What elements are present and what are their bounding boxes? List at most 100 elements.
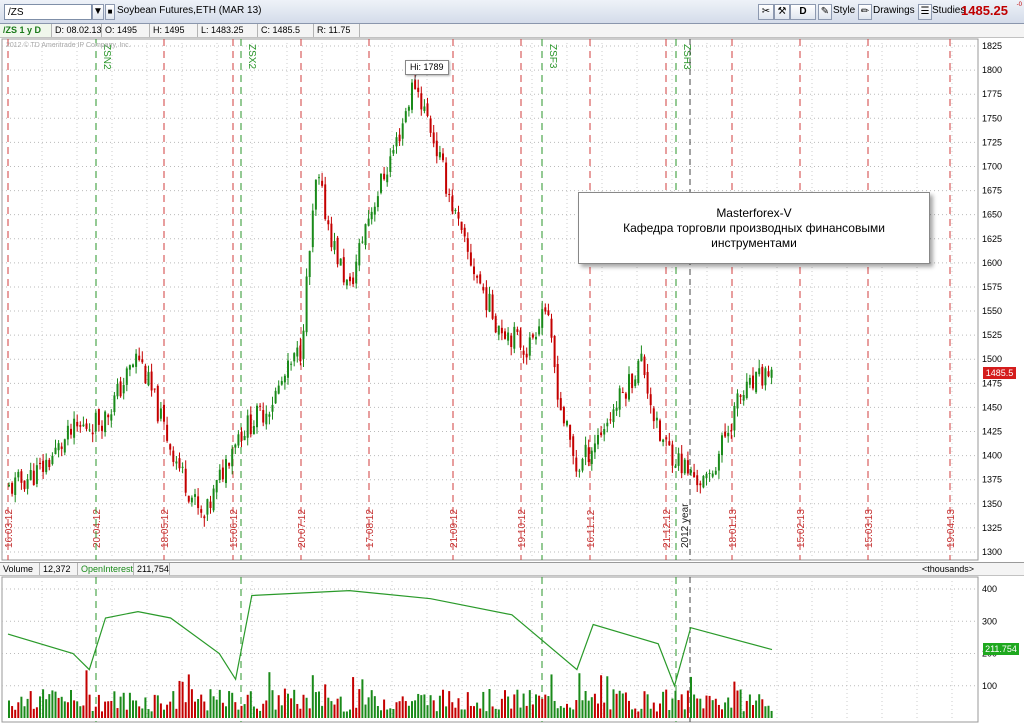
annotation-box[interactable]: Masterforex-V Кафедра торговли производн…: [578, 192, 930, 264]
price-tick-label: 1625: [982, 234, 1002, 244]
volume-bar: [386, 709, 389, 718]
volume-bar: [727, 697, 730, 718]
volume-bar: [748, 694, 751, 718]
volume-bar: [116, 708, 119, 718]
volume-bar: [516, 689, 519, 718]
candle-body: [262, 410, 265, 423]
candle-body: [590, 450, 593, 465]
candle-body: [339, 258, 342, 266]
candle-body: [389, 156, 392, 172]
volume-bar: [141, 708, 144, 718]
candle-body: [398, 134, 401, 142]
period-label[interactable]: /ZS 1 y D: [0, 24, 52, 37]
candle-body: [361, 241, 364, 243]
symbol-input[interactable]: /ZS: [4, 4, 92, 20]
candle-body: [283, 375, 286, 383]
volume-bar: [51, 690, 54, 718]
aggregation-button[interactable]: D: [790, 4, 816, 20]
candle-body: [355, 261, 358, 284]
drawings-button[interactable]: Drawings: [873, 5, 915, 16]
volume-bar: [401, 696, 404, 718]
volume-bar: [287, 693, 289, 718]
volume-bar: [581, 700, 584, 718]
volume-bar: [454, 707, 457, 718]
candle-body: [299, 345, 302, 362]
volume-bar: [634, 708, 637, 718]
volume-bar: [318, 691, 320, 718]
candle-body: [290, 363, 293, 365]
candle-body: [79, 425, 82, 427]
volume-bar: [14, 709, 17, 718]
drawings-icon[interactable]: ✏: [858, 4, 872, 20]
volume-bar: [659, 703, 661, 718]
style-button[interactable]: Style: [833, 5, 856, 16]
candle-body: [714, 470, 717, 475]
volume-bar: [690, 676, 692, 718]
scissors-icon[interactable]: ✂: [758, 4, 774, 20]
candle-body: [711, 473, 714, 477]
candle-body: [407, 106, 410, 111]
volume-bar: [125, 709, 128, 718]
open-interest-line: [7, 589, 773, 688]
volume-bar: [575, 700, 578, 718]
candle-body: [305, 276, 308, 333]
candle-body: [122, 385, 125, 394]
candle-body: [308, 250, 311, 278]
volume-bar: [745, 700, 748, 718]
volume-bar: [203, 701, 206, 718]
candle-body: [550, 318, 553, 338]
candle-body: [628, 374, 630, 400]
volume-bar: [485, 711, 488, 718]
volume-bar: [473, 706, 475, 718]
candle-body: [97, 409, 100, 425]
candle-body: [370, 211, 373, 220]
volume-bar: [197, 699, 200, 718]
symbol-link-icon[interactable]: ■: [105, 4, 115, 20]
candle-body: [510, 335, 513, 347]
volume-label[interactable]: Volume: [0, 563, 40, 575]
candle-body: [345, 279, 348, 286]
price-tick-label: 1675: [982, 186, 1002, 196]
volume-bar: [724, 702, 727, 718]
volume-bar: [637, 711, 640, 718]
candle-body: [677, 453, 680, 466]
last-price-tag: 1485.5: [983, 367, 1016, 379]
open-interest-label[interactable]: OpenInterest: [78, 563, 134, 575]
wrench-icon[interactable]: ⚒: [774, 4, 790, 20]
low-value: L: 1483.25: [198, 24, 258, 37]
symbol-dropdown-button[interactable]: ▼: [92, 4, 104, 20]
candle-body: [14, 477, 17, 495]
candle-body: [411, 82, 413, 110]
candle-body: [330, 223, 333, 248]
volume-bar: [538, 695, 541, 718]
price-tick-label: 1575: [982, 282, 1002, 292]
volume-bar: [274, 709, 277, 718]
volume-bar: [26, 698, 29, 718]
style-icon[interactable]: ✎: [818, 4, 832, 20]
candle-body: [674, 465, 677, 468]
volume-bar: [262, 703, 265, 718]
volume-bar: [494, 708, 497, 718]
candle-body: [358, 243, 361, 266]
volume-bar: [404, 701, 407, 718]
volume-bar: [48, 694, 51, 718]
candle-body: [575, 457, 578, 472]
studies-button[interactable]: Studies: [932, 5, 966, 16]
candle-body: [271, 404, 274, 412]
studies-icon[interactable]: ☰: [918, 4, 932, 20]
candle-body: [593, 443, 596, 453]
volume-bar: [469, 705, 472, 718]
volume-bar: [411, 701, 413, 718]
candle-body: [287, 360, 289, 378]
candle-body: [482, 287, 485, 291]
volume-bar: [296, 703, 299, 718]
candle-body: [693, 472, 696, 478]
volume-bar: [426, 705, 429, 718]
volume-bar: [479, 708, 482, 718]
expiration-label: 20.07.12: [297, 509, 308, 548]
candle-body: [321, 180, 324, 186]
volume-bar: [144, 697, 147, 718]
candle-body: [606, 422, 609, 427]
price-tick-label: 1350: [982, 499, 1002, 509]
